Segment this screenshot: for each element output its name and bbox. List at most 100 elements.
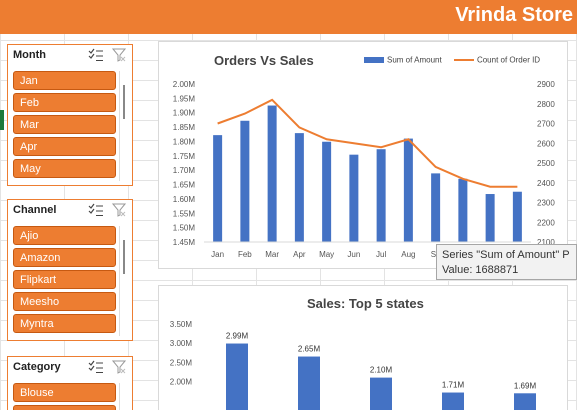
category-slicer[interactable]: Category Blouse Bottom: [7, 356, 133, 410]
y-axis-tick-label: 1.95M: [173, 94, 196, 103]
slicer-item-mar[interactable]: Mar: [13, 115, 116, 134]
y-axis-tick-label: 1.70M: [173, 166, 196, 175]
y-axis-tick-label: 1.60M: [173, 195, 196, 204]
sales-bar: [485, 194, 495, 242]
tooltip-series-line: Series "Sum of Amount" P: [442, 249, 570, 261]
legend-entry: Count of Order ID: [476, 55, 541, 65]
sales-bar: [349, 154, 359, 242]
clear-filter-icon[interactable]: [112, 203, 126, 217]
state-sales-bar: [226, 343, 248, 410]
slicer-item-myntra[interactable]: Myntra: [13, 314, 116, 333]
slicer-header: Channel: [8, 200, 132, 220]
legend-bar-swatch: [364, 56, 384, 63]
legend-entry: Sum of Amount: [387, 55, 442, 65]
y-axis-tick-label: 1.55M: [173, 209, 196, 218]
sales-bar: [294, 133, 304, 242]
x-axis-tick-label: Aug: [401, 250, 415, 259]
sales-bar: [240, 120, 250, 242]
slicer-item-feb[interactable]: Feb: [13, 93, 116, 112]
secondary-axis-tick-label: 2500: [537, 159, 555, 168]
multi-select-icon[interactable]: [88, 203, 104, 217]
x-axis-tick-label: Se: [431, 250, 441, 259]
y-axis-tick-label: 1.45M: [173, 238, 196, 247]
x-axis-tick-label: May: [319, 250, 334, 259]
sales-bar: [512, 191, 522, 242]
chart-title: Sales: Top 5 states: [307, 296, 424, 311]
orders-vs-sales-plot[interactable]: 1.45M 1.50M 1.55M 1.60M 1.65M 1.70M 1.75M 1.80M…: [159, 42, 569, 270]
secondary-axis-tick-label: 2100: [537, 238, 555, 247]
sales-bar: [458, 178, 468, 242]
slicer-item-bottom[interactable]: Bottom: [13, 405, 116, 410]
top-states-plot[interactable]: 2.00M 2.50M 3.00M 3.50M 2.99M 2.65M 2.10M 1.71M…: [159, 286, 569, 410]
orders-vs-sales-chart[interactable]: Orders Vs Sales Sum of Amount Count of O…: [158, 41, 568, 269]
y-axis-tick-label: 2.00M: [170, 377, 193, 386]
y-axis-tick-label: 1.85M: [173, 123, 196, 132]
bar-data-label: 2.10M: [370, 366, 393, 375]
y-axis-tick-label: 2.50M: [170, 358, 193, 367]
multi-select-icon[interactable]: [88, 360, 104, 374]
slicer-item-jan[interactable]: Jan: [13, 71, 116, 90]
slicer-scrollbar[interactable]: [119, 71, 127, 181]
slicer-item-flipkart[interactable]: Flipkart: [13, 270, 116, 289]
slicer-item-blouse[interactable]: Blouse: [13, 383, 116, 402]
slicer-item-may[interactable]: May: [13, 159, 116, 178]
y-axis-tick-label: 3.50M: [170, 320, 193, 329]
slicer-item-amazon[interactable]: Amazon: [13, 248, 116, 267]
x-axis-tick-label: Jan: [211, 250, 224, 259]
slicer-item-meesho[interactable]: Meesho: [13, 292, 116, 311]
slicer-items: Ajio Amazon Flipkart Meesho Myntra: [13, 226, 116, 336]
slicer-item-ajio[interactable]: Ajio: [13, 226, 116, 245]
secondary-axis-tick-label: 2600: [537, 139, 555, 148]
x-axis-tick-label: Jun: [347, 250, 360, 259]
slicer-scrollbar[interactable]: [119, 226, 127, 336]
y-axis-tick-label: 2.00M: [173, 80, 196, 89]
clear-filter-icon[interactable]: [112, 48, 126, 62]
slicer-header: Month: [8, 45, 132, 65]
sales-bar: [431, 173, 441, 242]
y-axis-tick-label: 1.75M: [173, 152, 196, 161]
scrollbar-thumb[interactable]: [123, 240, 125, 274]
bar-data-label: 2.65M: [298, 345, 321, 354]
x-axis-tick-label: Apr: [293, 250, 306, 259]
secondary-axis-tick-label: 2700: [537, 120, 555, 129]
channel-slicer[interactable]: Channel Ajio Amazon Flipkart Meesho Myntra: [7, 199, 133, 341]
bar-data-label: 2.99M: [226, 332, 249, 341]
state-sales-bar: [442, 392, 464, 410]
sales-bar: [403, 138, 413, 242]
y-axis-tick-label: 1.80M: [173, 137, 196, 146]
state-sales-bar: [514, 393, 536, 410]
top-states-chart[interactable]: Sales: Top 5 states 2.00M 2.50M 3.00M 3.50M…: [158, 285, 568, 410]
scrollbar-thumb[interactable]: [123, 85, 125, 119]
state-sales-bar: [298, 356, 320, 410]
slicer-title: Month: [13, 49, 46, 61]
y-axis-tick-label: 1.65M: [173, 181, 196, 190]
sales-bar: [376, 149, 386, 242]
slicer-item-apr[interactable]: Apr: [13, 137, 116, 156]
dashboard-banner: Vrinda Store: [0, 0, 577, 34]
sales-bar: [322, 141, 332, 242]
legend-line-swatch: [453, 58, 474, 61]
series-tooltip: Series "Sum of Amount" P Value: 1688871: [436, 244, 577, 280]
y-axis-tick-label: 1.50M: [173, 224, 196, 233]
month-slicer[interactable]: Month Jan Feb Mar Apr May: [7, 44, 133, 186]
tooltip-value-line: Value: 1688871: [442, 264, 519, 276]
selected-row-marker: [0, 110, 4, 130]
slicer-items: Jan Feb Mar Apr May: [13, 71, 116, 181]
orders-line: [217, 98, 518, 188]
slicer-title: Channel: [13, 204, 57, 216]
slicer-header: Category: [8, 357, 132, 377]
x-axis-tick-label: Jul: [376, 250, 386, 259]
multi-select-icon[interactable]: [88, 48, 104, 62]
sales-bar: [267, 105, 277, 242]
bar-data-label: 1.69M: [514, 381, 537, 390]
state-sales-bar: [370, 377, 392, 410]
clear-filter-icon[interactable]: [112, 360, 126, 374]
x-axis-tick-label: Feb: [238, 250, 252, 259]
secondary-axis-tick-label: 2900: [537, 80, 555, 89]
slicer-title: Category: [13, 361, 61, 373]
dashboard-title: Vrinda Store: [455, 4, 573, 26]
secondary-axis-tick-label: 2400: [537, 179, 555, 188]
chart-title: Orders Vs Sales: [214, 53, 314, 68]
chart-legend: Sum of Amount Count of Order ID: [364, 55, 540, 64]
slicer-scrollbar[interactable]: [119, 383, 127, 410]
